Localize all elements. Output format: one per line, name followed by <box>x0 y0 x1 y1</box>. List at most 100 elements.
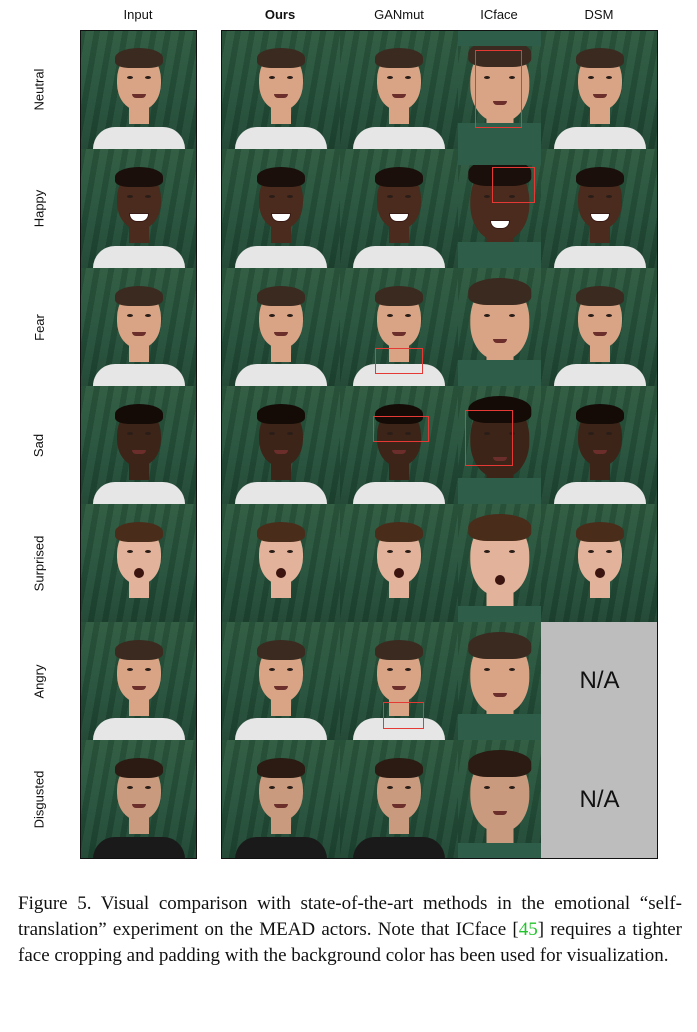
left-eye <box>268 432 275 435</box>
hair <box>375 286 423 306</box>
face-image-disgusted-ours <box>221 740 340 859</box>
left-eye <box>268 668 275 671</box>
row-label-surprised: Surprised <box>31 535 47 591</box>
right-eye <box>144 76 151 79</box>
left-eye <box>126 195 133 198</box>
left-eye <box>387 314 393 317</box>
shoulders <box>553 127 646 149</box>
right-eye <box>286 76 293 79</box>
right-eye <box>144 668 151 671</box>
mouth <box>492 692 507 697</box>
mouth <box>394 568 404 578</box>
left-eye <box>387 668 393 671</box>
mouth <box>392 686 406 690</box>
mouth <box>131 332 146 336</box>
face-image-fear-input <box>80 268 197 386</box>
hair <box>114 522 163 542</box>
right-eye <box>508 668 515 672</box>
hair <box>575 48 624 68</box>
face-image-sad-dsm <box>541 386 658 504</box>
face-image-happy-dsm <box>541 149 658 268</box>
highlight-box <box>475 50 522 128</box>
mouth <box>273 94 288 98</box>
hair <box>467 632 532 659</box>
right-eye <box>286 550 293 553</box>
mouth <box>592 332 607 336</box>
face-image-fear-ours <box>221 268 340 386</box>
right-eye <box>405 314 411 317</box>
hair <box>375 758 423 778</box>
shoulders <box>353 837 445 859</box>
mouth <box>392 332 406 336</box>
right-eye <box>405 195 411 198</box>
shoulders <box>553 482 646 504</box>
shoulders <box>553 246 646 268</box>
row-label-happy: Happy <box>31 189 47 228</box>
padding-band <box>458 478 541 504</box>
row-label-fear: Fear <box>31 313 47 341</box>
hair <box>467 514 532 541</box>
na-panel-disgusted: N/A <box>541 740 658 859</box>
right-eye <box>508 550 515 554</box>
hair <box>575 167 624 187</box>
left-eye <box>387 550 393 553</box>
right-eye <box>286 195 293 198</box>
face-image-happy-icface <box>458 149 541 268</box>
face-image-neutral-input <box>80 30 197 149</box>
shoulders <box>353 718 445 740</box>
hair <box>256 640 305 660</box>
mouth <box>273 332 288 336</box>
mouth <box>273 450 288 454</box>
citation-link[interactable]: 45 <box>518 919 538 940</box>
face-image-disgusted-ganmut <box>340 740 458 859</box>
mouth <box>492 338 507 343</box>
right-eye <box>286 668 293 671</box>
hair <box>375 404 423 424</box>
right-eye <box>605 314 612 317</box>
hair <box>256 167 305 187</box>
mouth <box>492 810 507 815</box>
left-eye <box>484 195 491 199</box>
figure-caption: Figure 5. Visual comparison with state-o… <box>18 891 682 969</box>
left-eye <box>126 314 133 317</box>
face-image-angry-ours <box>221 622 340 740</box>
right-eye <box>508 195 515 199</box>
left-eye <box>484 786 491 790</box>
shoulders <box>353 246 445 268</box>
shoulders <box>234 127 327 149</box>
mouth <box>131 686 146 690</box>
hair <box>256 758 305 778</box>
padding-band <box>458 606 541 622</box>
face-image-surprised-ours <box>221 504 340 622</box>
caption-prefix: Figure 5. Visual comparison with state-o… <box>18 893 682 940</box>
face-image-angry-input <box>80 622 197 740</box>
mouth <box>133 568 144 578</box>
padding-band <box>458 360 541 386</box>
shoulders <box>234 718 327 740</box>
na-panel-angry: N/A <box>541 622 658 740</box>
face-image-surprised-icface <box>458 504 541 622</box>
right-eye <box>405 786 411 789</box>
mouth <box>131 94 146 98</box>
right-eye <box>405 668 411 671</box>
row-label-disgusted: Disgusted <box>31 770 47 829</box>
shoulders <box>92 127 185 149</box>
mouth <box>392 94 406 98</box>
face-image-fear-ganmut <box>340 268 458 386</box>
right-eye <box>144 195 151 198</box>
left-eye <box>268 550 275 553</box>
right-eye <box>605 550 612 553</box>
column-header-input: Input <box>123 7 153 22</box>
highlight-box <box>383 702 424 729</box>
mouth <box>594 568 605 578</box>
right-eye <box>144 550 151 553</box>
right-eye <box>405 432 411 435</box>
shoulders <box>353 482 445 504</box>
shoulders <box>234 482 327 504</box>
row-label-sad: Sad <box>31 433 47 457</box>
left-eye <box>587 314 594 317</box>
hair <box>575 286 624 306</box>
shoulders <box>353 127 445 149</box>
hair <box>575 522 624 542</box>
face-image-sad-input <box>80 386 197 504</box>
